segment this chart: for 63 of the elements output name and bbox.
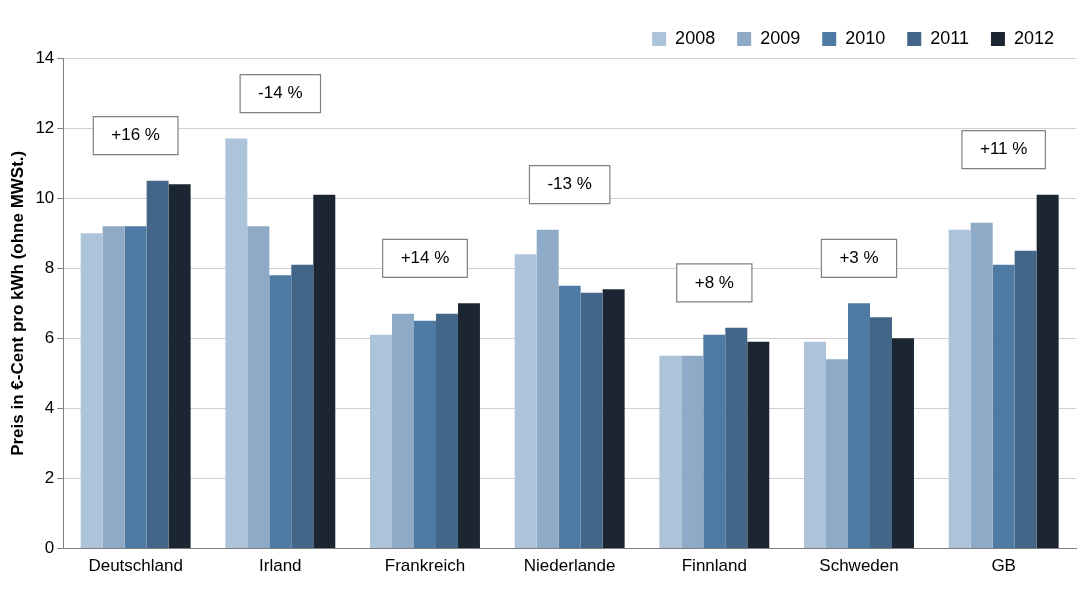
legend-label: 2012 bbox=[1013, 27, 1054, 48]
bar bbox=[291, 264, 314, 549]
bar bbox=[869, 317, 892, 549]
bar bbox=[514, 254, 537, 549]
x-tick-label: Schweden bbox=[819, 556, 899, 576]
x-tick-label: Niederlande bbox=[523, 556, 616, 576]
bar bbox=[536, 229, 559, 549]
bar bbox=[580, 292, 603, 549]
bar bbox=[80, 233, 103, 549]
bar bbox=[558, 285, 581, 549]
bar bbox=[681, 355, 704, 549]
bar bbox=[435, 313, 458, 549]
legend-label: 2011 bbox=[930, 27, 969, 48]
annotation: +8 % bbox=[694, 272, 734, 292]
y-tick-label: 0 bbox=[44, 538, 55, 558]
bar bbox=[146, 180, 169, 549]
bar bbox=[269, 275, 292, 549]
bar bbox=[992, 264, 1015, 549]
bar bbox=[247, 226, 270, 549]
bar bbox=[826, 359, 848, 549]
bar bbox=[124, 226, 147, 549]
bar bbox=[848, 303, 870, 549]
x-tick-label: Irland bbox=[259, 556, 302, 576]
x-tick-label: Finnland bbox=[681, 556, 747, 576]
annotation: +11 % bbox=[979, 139, 1028, 159]
legend-label: 2010 bbox=[845, 27, 886, 48]
annotation: +14 % bbox=[400, 247, 450, 267]
legend-label: 2008 bbox=[675, 27, 716, 48]
bar bbox=[747, 341, 770, 549]
y-tick-label: 2 bbox=[44, 468, 55, 488]
bar bbox=[804, 341, 827, 549]
annotation: +16 % bbox=[111, 125, 160, 145]
bar bbox=[370, 334, 392, 549]
bar bbox=[392, 313, 414, 549]
bar bbox=[891, 338, 914, 549]
annotation: -13 % bbox=[547, 174, 592, 194]
bar bbox=[725, 327, 748, 549]
bar bbox=[948, 229, 971, 549]
y-tick-label: 14 bbox=[35, 47, 55, 67]
y-tick-label: 8 bbox=[44, 257, 55, 277]
legend-label: 2009 bbox=[760, 27, 801, 48]
bar bbox=[225, 138, 248, 549]
y-tick-label: 4 bbox=[44, 398, 55, 418]
y-axis-title: Preis in €-Cent pro kWh (ohne MWSt.) bbox=[7, 150, 27, 456]
bar bbox=[413, 320, 436, 549]
y-tick-label: 12 bbox=[35, 117, 55, 137]
bar bbox=[102, 226, 125, 549]
annotation: +3 % bbox=[839, 247, 879, 267]
bar bbox=[1014, 250, 1037, 549]
bar bbox=[970, 222, 993, 549]
y-tick-label: 6 bbox=[44, 328, 55, 348]
bar bbox=[1036, 194, 1059, 549]
bar bbox=[457, 303, 480, 549]
x-tick-label: Deutschland bbox=[88, 556, 183, 576]
bar bbox=[659, 355, 682, 549]
annotation: -14 % bbox=[258, 83, 303, 103]
bar bbox=[602, 289, 625, 549]
bar bbox=[168, 184, 191, 549]
bar bbox=[313, 194, 336, 549]
x-tick-label: Frankreich bbox=[384, 556, 466, 576]
x-tick-label: GB bbox=[991, 556, 1016, 576]
bar bbox=[703, 334, 726, 549]
y-tick-label: 10 bbox=[35, 187, 55, 207]
